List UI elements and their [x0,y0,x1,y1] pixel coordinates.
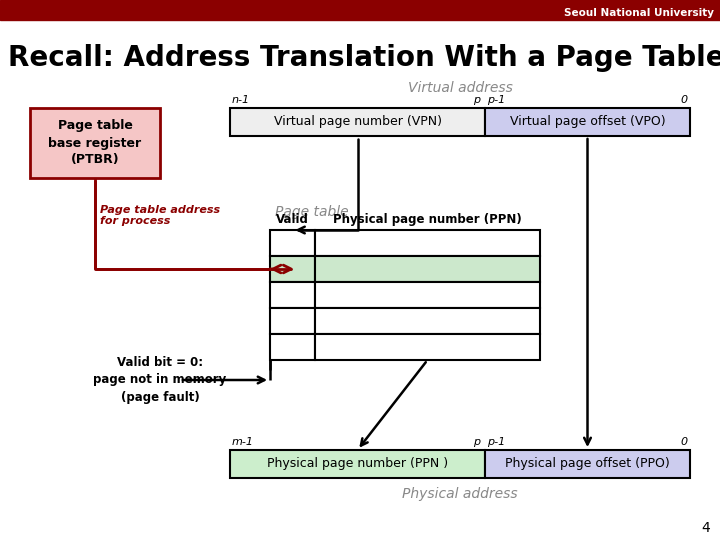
Text: Virtual page offset (VPO): Virtual page offset (VPO) [510,116,665,129]
Bar [270,256,315,282]
Text: Physical page offset (PPO): Physical page offset (PPO) [505,457,670,470]
Text: Valid bit = 0:
page not in memory
(page fault): Valid bit = 0: page not in memory (page … [94,355,227,404]
Bar [315,308,540,334]
Text: Valid: Valid [276,213,309,226]
Text: Page table
base register
(PTBR): Page table base register (PTBR) [48,119,142,166]
Text: 0: 0 [681,95,688,105]
Bar [315,282,540,308]
Text: Page table: Page table [275,205,348,219]
Bar [485,108,690,136]
Text: Recall: Address Translation With a Page Table: Recall: Address Translation With a Page … [8,44,720,72]
Bar [315,256,540,282]
Bar [30,108,160,178]
Bar [230,108,485,136]
Bar [230,450,485,478]
Text: Physical page number (PPN ): Physical page number (PPN ) [267,457,448,470]
Bar [270,334,315,360]
Text: n-1: n-1 [232,95,250,105]
Text: p: p [473,95,480,105]
Bar [270,308,315,334]
Bar [270,282,315,308]
Bar [0,0,720,20]
Text: Virtual page number (VPN): Virtual page number (VPN) [274,116,441,129]
Text: Physical page number (PPN): Physical page number (PPN) [333,213,522,226]
Text: 0: 0 [681,437,688,447]
Bar [315,334,540,360]
Bar [485,450,690,478]
Text: 4: 4 [701,521,710,535]
Text: Physical address: Physical address [402,487,518,501]
Bar [315,230,540,256]
Text: Seoul National University: Seoul National University [564,8,714,18]
Text: m-1: m-1 [232,437,254,447]
Text: p-1: p-1 [487,95,505,105]
Bar [270,230,315,256]
Text: p-1: p-1 [487,437,505,447]
Text: Page table address
for process: Page table address for process [100,205,220,226]
Text: p: p [473,437,480,447]
Text: Virtual address: Virtual address [408,81,513,95]
